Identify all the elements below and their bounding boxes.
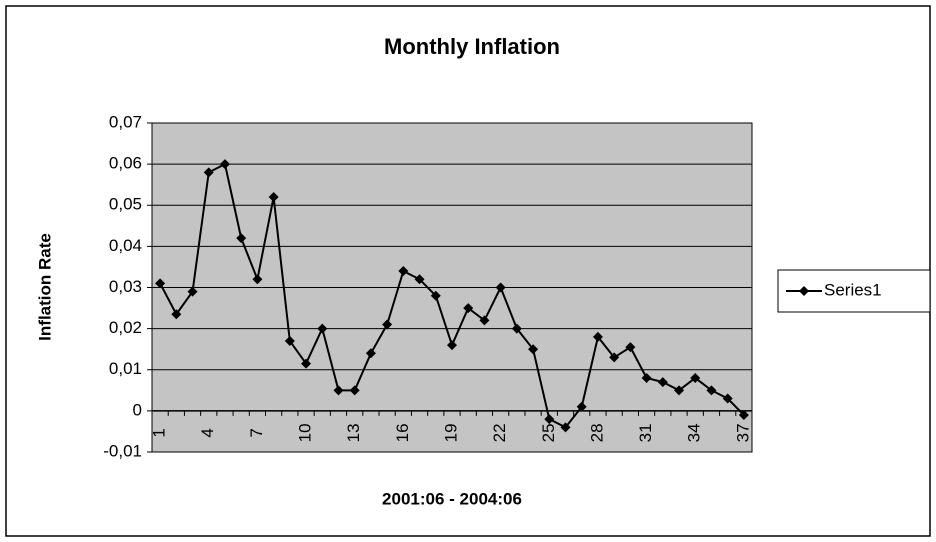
chart-title: Monthly Inflation — [384, 34, 560, 59]
marker — [674, 385, 685, 396]
marker — [722, 393, 733, 404]
marker — [365, 348, 376, 359]
x-tick-label: 10 — [296, 423, 315, 442]
legend-marker — [799, 286, 809, 296]
marker — [609, 352, 620, 363]
marker — [706, 385, 717, 396]
y-tick-label: 0,06 — [109, 154, 142, 173]
marker — [479, 315, 490, 326]
marker — [495, 282, 506, 293]
y-tick-label: 0,07 — [109, 112, 142, 131]
marker — [576, 401, 587, 412]
legend-label: Series1 — [824, 280, 882, 299]
marker — [349, 385, 360, 396]
marker — [528, 344, 539, 355]
marker — [333, 385, 344, 396]
x-tick-label: 34 — [685, 423, 704, 442]
x-tick-label: 1 — [150, 428, 169, 437]
x-tick-label: 4 — [198, 428, 217, 437]
y-tick-label: 0,05 — [109, 195, 142, 214]
marker — [447, 340, 457, 351]
marker — [317, 323, 328, 334]
marker — [171, 309, 182, 320]
marker — [641, 372, 652, 383]
y-tick-label: 0,04 — [109, 236, 142, 255]
x-axis-label: 2001:06 - 2004:06 — [382, 489, 522, 508]
marker — [430, 290, 441, 301]
x-tick-label: 31 — [636, 423, 655, 442]
marker — [252, 274, 263, 285]
x-tick-label: 28 — [587, 423, 606, 442]
x-tick-label: 13 — [344, 423, 363, 442]
marker — [738, 409, 749, 420]
x-tick-label: 7 — [247, 428, 266, 437]
marker — [187, 286, 198, 297]
marker — [544, 414, 555, 425]
x-tick-label: 25 — [539, 423, 558, 442]
marker — [625, 342, 636, 353]
y-tick-label: 0,03 — [109, 277, 142, 296]
marker — [382, 319, 393, 330]
marker — [657, 377, 668, 388]
y-tick-label: 0 — [133, 400, 142, 419]
x-tick-label: 37 — [733, 423, 752, 442]
y-tick-label: 0,02 — [109, 318, 142, 337]
x-tick-label: 19 — [441, 423, 460, 442]
marker — [414, 274, 425, 285]
marker — [398, 266, 409, 277]
marker — [236, 233, 247, 244]
marker — [560, 422, 571, 433]
marker — [268, 192, 279, 203]
x-tick-label: 22 — [490, 423, 509, 442]
y-tick-label: -0,01 — [103, 441, 142, 460]
marker — [155, 278, 166, 289]
marker — [301, 358, 312, 369]
marker — [592, 331, 603, 342]
y-tick-label: 0,01 — [109, 359, 142, 378]
marker — [284, 335, 295, 346]
y-axis-label: Inflation Rate — [35, 233, 54, 341]
marker — [690, 372, 701, 383]
marker — [219, 159, 230, 170]
x-tick-label: 16 — [393, 423, 412, 442]
marker — [463, 303, 474, 314]
marker — [511, 323, 522, 334]
marker — [203, 167, 214, 178]
legend-box — [777, 269, 931, 313]
